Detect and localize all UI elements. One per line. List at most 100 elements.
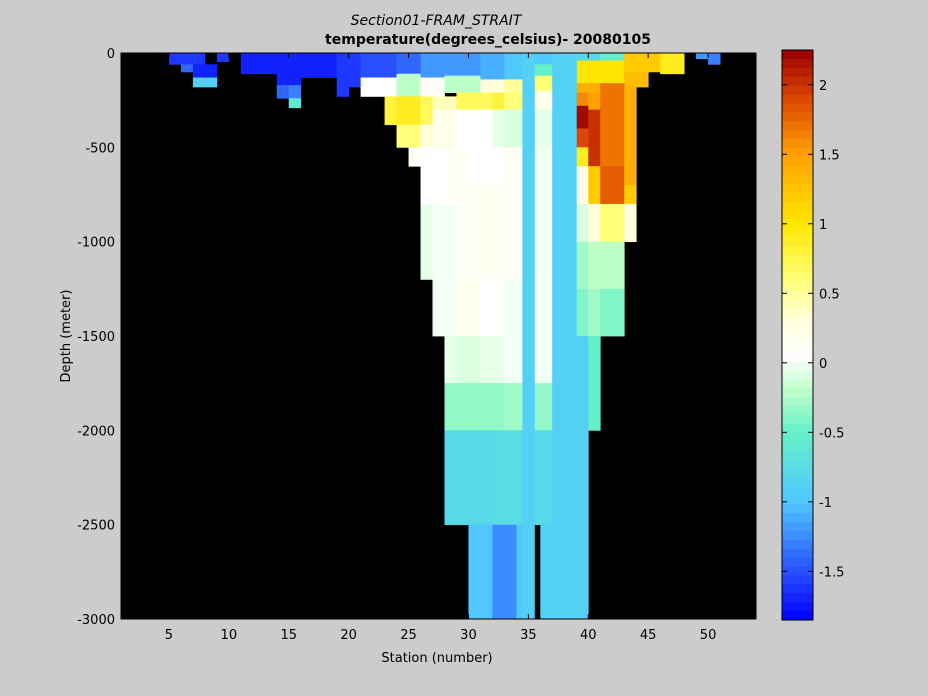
heatmap-cell xyxy=(588,203,601,243)
colorbar-segment xyxy=(782,228,813,238)
heatmap-cell xyxy=(576,83,601,94)
heatmap-cell xyxy=(396,124,421,148)
heatmap-cell xyxy=(588,92,601,110)
y-tick-label: -3000 xyxy=(77,613,115,628)
colorbar-segment xyxy=(782,130,813,140)
colorbar-segment xyxy=(782,441,813,452)
colorbar-segment xyxy=(782,67,813,78)
heatmap-cell xyxy=(384,96,397,126)
colorbar-tick-label: 1.5 xyxy=(819,148,840,163)
y-tick-label: -2000 xyxy=(77,424,115,439)
heatmap-cell xyxy=(624,53,661,73)
heatmap-cell xyxy=(396,96,421,126)
colorbar-tick-label: 2 xyxy=(819,79,827,94)
colorbar-segment xyxy=(782,361,813,372)
colorbar-segment xyxy=(782,103,813,113)
heatmap-cell xyxy=(480,79,505,94)
x-tick-label: 25 xyxy=(400,628,417,643)
heatmap-cell xyxy=(300,53,338,78)
heatmap-cell xyxy=(468,524,493,620)
heatmap-cell xyxy=(624,86,637,186)
colorbar-segment xyxy=(782,397,813,407)
heatmap-cell xyxy=(396,53,421,75)
y-axis-label: Depth (meter) xyxy=(59,290,74,383)
colorbar-segment xyxy=(782,343,813,354)
heatmap-cell xyxy=(456,92,493,110)
heatmap-cell xyxy=(456,109,493,148)
y-tick-label: -2500 xyxy=(77,519,115,534)
colorbar-segment xyxy=(782,121,813,131)
heatmap-cell xyxy=(588,241,601,290)
heatmap-cell xyxy=(576,105,589,129)
heatmap-cell xyxy=(600,241,625,290)
x-tick-label: 40 xyxy=(580,628,597,643)
colorbar-segment xyxy=(782,156,813,167)
heatmap-cell xyxy=(444,53,481,77)
y-tick-label: 0 xyxy=(107,47,115,62)
colorbar-segment xyxy=(782,450,813,461)
heatmap-cell xyxy=(492,109,505,148)
colorbar-segment xyxy=(782,575,813,585)
heatmap-cell xyxy=(276,53,302,86)
colorbar-segment xyxy=(782,530,813,541)
colorbar-ticks: 2 1.5 1 0.5 0 -0.5 -1 -1.5 xyxy=(782,79,844,580)
colorbar-segment xyxy=(782,477,813,487)
colorbar-segment xyxy=(782,406,813,416)
colorbar-segment xyxy=(782,254,813,265)
colorbar-segment xyxy=(782,388,813,398)
colorbar-segment xyxy=(782,459,813,470)
colorbar-segment xyxy=(782,548,813,559)
colorbar-segment xyxy=(782,263,813,274)
heatmap-cell xyxy=(576,166,589,205)
chart-subtitle: temperature(degrees_celsius)- 20080105 xyxy=(325,32,651,48)
colorbar-tick-label: -0.5 xyxy=(819,426,844,441)
colorbar-segment xyxy=(782,566,813,576)
heatmap-cell xyxy=(576,147,589,167)
heatmap-cell xyxy=(600,53,625,61)
x-tick-label: 20 xyxy=(340,628,357,643)
heatmap-cell xyxy=(180,64,194,73)
colorbar-segment xyxy=(782,379,813,389)
heatmap-cell xyxy=(624,203,637,243)
x-axis-ticks: 5 10 15 20 25 30 35 40 45 50 xyxy=(165,53,716,643)
colorbar-segment xyxy=(782,201,813,211)
y-tick-label: -500 xyxy=(85,141,115,156)
colorbar-segment xyxy=(782,611,813,621)
heatmap-cell xyxy=(588,288,601,337)
colorbar-segment xyxy=(782,584,813,594)
colorbar-frame xyxy=(781,49,814,621)
colorbar-segment xyxy=(782,112,813,122)
heatmap-cell xyxy=(444,383,505,431)
heatmap-cell xyxy=(492,92,505,110)
x-tick-label: 10 xyxy=(221,628,238,643)
colorbar-tick-label: 0.5 xyxy=(819,287,840,302)
x-tick-label: 5 xyxy=(165,628,173,643)
colorbar-segment xyxy=(782,50,813,60)
colorbar-segment xyxy=(782,335,813,345)
colorbar-segment xyxy=(782,281,813,291)
heatmap-cell xyxy=(456,203,469,280)
heatmap-cell xyxy=(432,279,457,337)
colorbar-tick-label: 1 xyxy=(819,218,827,233)
heatmap-cell xyxy=(192,64,218,78)
heatmap-cell xyxy=(576,288,589,337)
chart-title: Section01-FRAM_STRAIT xyxy=(351,13,523,29)
colorbar-segment xyxy=(782,513,813,523)
colorbar-segment xyxy=(782,504,813,514)
heatmap-cells xyxy=(168,53,721,620)
colorbar-segment xyxy=(782,183,813,193)
colorbar-segment xyxy=(782,415,813,425)
heatmap-cell xyxy=(600,60,625,84)
heatmap-cell xyxy=(588,166,601,205)
colorbar-segment xyxy=(782,299,813,309)
heatmap-cell xyxy=(420,96,433,126)
heatmap-cell xyxy=(432,203,457,280)
heatmap-cell xyxy=(456,279,481,337)
y-tick-label: -1000 xyxy=(77,236,115,251)
heatmap-cell xyxy=(336,86,350,97)
y-axis-ticks: 0 -500 -1000 -1500 -2000 -2500 -3000 xyxy=(77,47,756,628)
heatmap-cell xyxy=(420,203,433,280)
colorbar-tick-label: 0 xyxy=(819,357,827,372)
heatmap-cell xyxy=(168,53,206,65)
